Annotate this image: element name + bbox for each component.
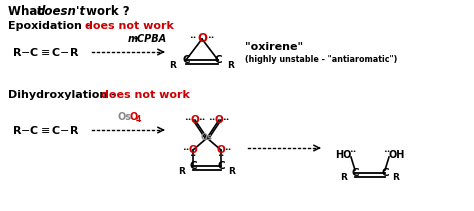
Text: O: O [191,115,200,125]
Text: Os: Os [201,134,213,142]
Text: (highly unstable - "antiaromatic"): (highly unstable - "antiaromatic") [245,55,397,65]
Text: C: C [351,168,359,178]
Text: OH: OH [389,150,405,160]
Text: ••: •• [217,153,225,158]
Text: ••: •• [189,35,197,39]
Text: ••: •• [224,147,232,153]
Text: C: C [217,161,225,171]
Text: C: C [189,161,197,171]
Text: HO: HO [335,150,351,160]
Text: R$-$C$\equiv$C$-$R: R$-$C$\equiv$C$-$R [12,46,80,58]
Text: C: C [182,55,190,65]
Text: does not work: does not work [101,90,190,100]
Text: O: O [215,115,223,125]
Text: ••: •• [198,116,206,122]
Text: R: R [170,61,176,69]
Text: work ?: work ? [82,5,129,18]
Text: R: R [179,166,185,176]
Text: does not work: does not work [85,21,174,31]
Text: 4: 4 [136,115,141,124]
Text: -CPBA: -CPBA [134,34,167,44]
Text: ••: •• [349,149,357,153]
Text: R: R [392,173,400,183]
Text: doesn't: doesn't [37,5,86,18]
Text: ••: •• [189,153,197,158]
Text: O: O [130,112,138,122]
Text: C: C [381,168,389,178]
Text: O: O [189,145,197,155]
Text: m: m [128,34,138,44]
Text: ••: •• [184,116,192,122]
Text: Epoxidation -: Epoxidation - [8,21,94,31]
Text: R$-$C$\equiv$C$-$R: R$-$C$\equiv$C$-$R [12,124,80,136]
Text: ••: •• [207,35,215,39]
Text: R: R [228,166,236,176]
Text: ••: •• [182,147,190,153]
Text: ••: •• [208,116,216,122]
Text: Dihydroxylation -: Dihydroxylation - [8,90,119,100]
Text: R: R [228,61,235,69]
Text: C: C [214,55,222,65]
Text: What: What [8,5,47,18]
Text: "oxirene": "oxirene" [245,42,303,52]
Text: R: R [340,173,347,183]
Text: ••: •• [222,116,230,122]
Text: O: O [217,145,225,155]
Text: O: O [197,31,207,45]
Text: Os: Os [118,112,132,122]
Text: ••: •• [383,149,391,153]
